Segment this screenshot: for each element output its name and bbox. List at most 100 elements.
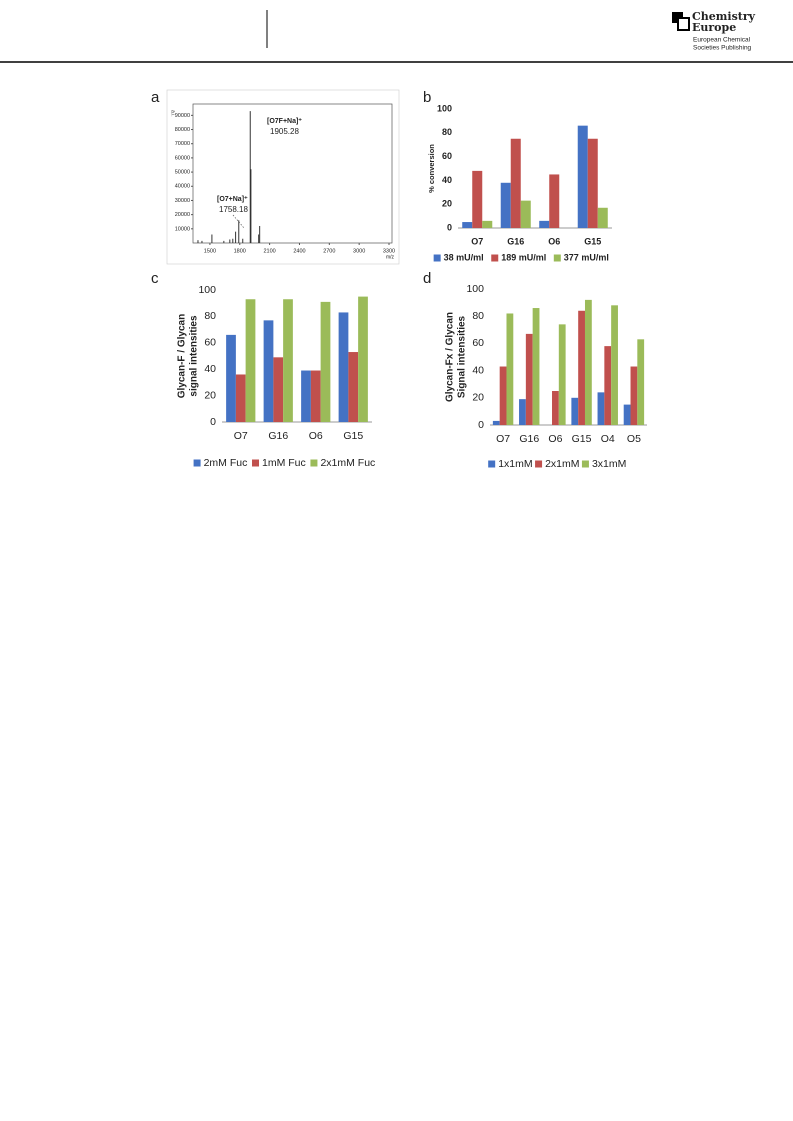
- y-tick-label: 60: [442, 151, 452, 161]
- legend-swatch: [581, 460, 589, 468]
- y-tick-label: 80000: [175, 127, 190, 133]
- bar: [584, 299, 592, 425]
- bar: [587, 138, 598, 228]
- legend-label: 377 mU/ml: [564, 252, 609, 262]
- y-axis-label: % conversion: [427, 144, 436, 193]
- y-tick-label: 60: [204, 337, 216, 349]
- x-tick-label: 3300: [383, 248, 395, 254]
- logo-text: Europe: [692, 21, 736, 34]
- bar: [263, 320, 274, 422]
- bar: [604, 346, 612, 425]
- bar: [499, 366, 507, 425]
- x-tick-label: O6: [548, 433, 562, 445]
- x-tick-label: G16: [519, 433, 539, 445]
- legend-label: 2mM Fuc: [204, 457, 248, 469]
- bar: [519, 399, 526, 425]
- y-axis-label: Glycan-Fx / Glycan: [445, 312, 456, 402]
- y-tick-label: 70000: [175, 141, 190, 147]
- legend-label: 3x1mM: [592, 458, 626, 470]
- bar: [623, 404, 631, 425]
- x-tick-label: G15: [572, 433, 592, 445]
- y-tick-label: 90000: [175, 113, 190, 119]
- legend-label: 1mM Fuc: [262, 457, 306, 469]
- bar: [492, 420, 500, 425]
- bar: [611, 305, 618, 425]
- bar: [539, 220, 550, 228]
- x-tick-label: G15: [343, 430, 363, 442]
- bar: [320, 301, 331, 422]
- bar: [577, 125, 588, 228]
- bar: [571, 397, 579, 425]
- x-tick-label: 2700: [323, 248, 335, 254]
- x-tick-label: G16: [507, 236, 524, 246]
- bar: [510, 138, 521, 228]
- bar: [235, 374, 246, 422]
- y-tick-label: 40: [472, 364, 484, 376]
- y-tick-label: 20: [472, 392, 484, 404]
- panel-letter: c: [151, 270, 159, 287]
- bar: [358, 296, 368, 422]
- bar: [520, 200, 531, 228]
- panel-letter: d: [423, 270, 431, 287]
- y-tick-label: 80: [442, 127, 452, 137]
- y-tick-label: 60: [472, 337, 484, 349]
- y-axis-label: Signal intensities: [457, 315, 468, 398]
- y-tick-label: 80: [472, 310, 484, 322]
- x-tick-label: 1800: [234, 248, 246, 254]
- publisher-text: European Chemical: [693, 37, 751, 44]
- x-tick-label: O7: [471, 236, 483, 246]
- logo-text: Chemistry: [692, 10, 756, 23]
- legend-swatch: [310, 459, 318, 467]
- x-tick-label: 1500: [204, 248, 216, 254]
- publisher-text: Societies Publishing: [693, 45, 752, 52]
- bar: [301, 370, 311, 422]
- x-tick-label: O5: [627, 433, 641, 445]
- y-tick-label: 40000: [175, 184, 190, 190]
- legend-label: 2x1mM: [545, 458, 579, 470]
- y-axis-label: a.i.: [170, 110, 176, 117]
- y-tick-label: 0: [447, 222, 452, 232]
- bar: [283, 299, 293, 422]
- annotation: [O7F+Na]⁺: [267, 118, 302, 125]
- bar: [500, 182, 511, 228]
- y-tick-label: 20: [442, 199, 452, 209]
- bar: [578, 310, 585, 425]
- y-tick-label: 100: [466, 283, 484, 295]
- bar: [338, 312, 349, 422]
- y-tick-label: 20: [204, 389, 216, 401]
- x-tick-label: O4: [601, 433, 615, 445]
- y-tick-label: 80: [204, 310, 216, 322]
- legend-label: 1x1mM: [498, 458, 532, 470]
- panel-frame: [166, 89, 400, 265]
- y-tick-label: 100: [437, 103, 452, 113]
- bar: [532, 308, 540, 425]
- y-tick-label: 40: [204, 363, 216, 375]
- legend-swatch: [553, 254, 561, 262]
- y-axis-label: signal intensities: [189, 315, 200, 397]
- plot-frame: [192, 103, 393, 244]
- y-tick-label: 50000: [175, 170, 190, 176]
- legend-label: 189 mU/ml: [501, 252, 546, 262]
- y-tick-label: 10000: [175, 226, 190, 232]
- bar: [472, 170, 483, 228]
- y-tick-label: 20000: [175, 212, 190, 218]
- x-tick-label: O6: [548, 236, 560, 246]
- y-tick-label: 100: [198, 284, 216, 296]
- annotation: 1905.28: [270, 127, 299, 136]
- y-tick-label: 40: [442, 175, 452, 185]
- bar: [549, 174, 560, 228]
- y-tick-label: 30000: [175, 198, 190, 204]
- bar: [273, 357, 284, 422]
- x-tick-label: 3000: [353, 248, 365, 254]
- bar: [597, 207, 608, 228]
- legend-swatch: [433, 254, 441, 262]
- legend-swatch: [488, 460, 496, 468]
- bar: [525, 333, 533, 425]
- bar: [506, 313, 514, 425]
- y-tick-label: 60000: [175, 155, 190, 161]
- x-axis-label: m/z: [386, 254, 395, 260]
- x-tick-label: 2400: [293, 248, 305, 254]
- annotation: [O7+Na]⁺: [217, 196, 248, 203]
- bar: [630, 366, 638, 425]
- legend-swatch: [535, 460, 543, 468]
